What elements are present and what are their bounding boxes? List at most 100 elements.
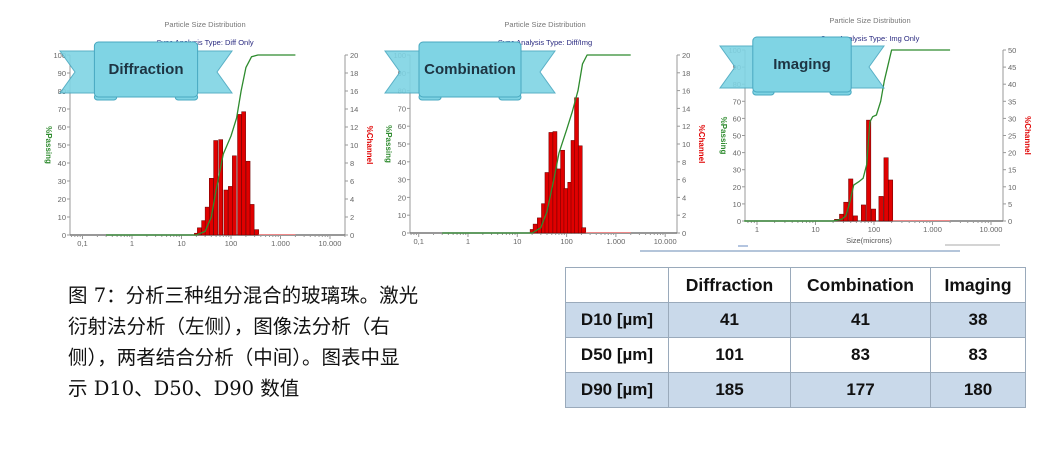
x-tick-label: 100 bbox=[868, 225, 881, 234]
right-tick-label: 50 bbox=[1008, 46, 1016, 55]
ribbon-center bbox=[752, 36, 852, 93]
x-tick-label: 1.000 bbox=[607, 237, 626, 246]
left-tick-label: 0 bbox=[402, 229, 406, 238]
table-cell: D90 [µm] bbox=[565, 372, 669, 408]
right-tick-label: 40 bbox=[1008, 80, 1016, 89]
x-tick-label: 10.000 bbox=[980, 225, 1003, 234]
table-cell: D10 [µm] bbox=[565, 302, 669, 338]
x-tick-label: 100 bbox=[225, 239, 238, 248]
chart-panel-diffraction: Particle Size Distribution Sync Analysis … bbox=[44, 20, 374, 248]
caption-line: 衍射法分析（左侧），图像法分析（右 bbox=[68, 315, 390, 338]
left-tick-label: 70 bbox=[733, 97, 741, 106]
x-tick-label: 10.000 bbox=[319, 239, 342, 248]
left-tick-label: 90 bbox=[58, 69, 66, 78]
right-tick-label: 0 bbox=[350, 231, 354, 240]
channel-bar bbox=[852, 215, 858, 222]
x-tick-label: 1 bbox=[466, 237, 470, 246]
right-axis-title: %Channel bbox=[697, 125, 706, 164]
passing-curve bbox=[106, 54, 296, 236]
channel-bar bbox=[878, 196, 884, 222]
chart-subtitle: Sync Analysis Type: Diff/Img bbox=[498, 38, 592, 47]
chart-subtitle: Sync Analysis Type: Diff Only bbox=[156, 38, 254, 47]
right-tick-label: 6 bbox=[682, 176, 686, 185]
chart-panel-combination: Particle Size Distribution Sync Analysis … bbox=[384, 20, 706, 246]
left-tick-label: 20 bbox=[398, 193, 406, 202]
x-tick-label: 1 bbox=[130, 239, 134, 248]
table-header: Diffraction bbox=[668, 267, 791, 303]
table-header-row: Diffraction Combination Imaging bbox=[565, 267, 1026, 303]
table-cell: 41 bbox=[668, 302, 791, 338]
banner-label: Combination bbox=[424, 61, 516, 78]
d-values-table: Diffraction Combination Imaging D10 [µm]… bbox=[565, 267, 1026, 408]
right-tick-label: 25 bbox=[1008, 132, 1016, 141]
x-tick-label: 1.000 bbox=[271, 239, 290, 248]
right-tick-label: 20 bbox=[682, 51, 690, 60]
right-axis-title: %Channel bbox=[1023, 116, 1032, 155]
caption-line: 示 D10、D50、D90 数值 bbox=[68, 377, 300, 400]
channel-bar bbox=[871, 208, 876, 222]
x-axis-label: Size(microns) bbox=[846, 236, 892, 245]
right-tick-label: 2 bbox=[682, 211, 686, 220]
table-cell: 177 bbox=[790, 372, 931, 408]
channel-bar bbox=[843, 201, 849, 222]
left-tick-label: 50 bbox=[398, 140, 406, 149]
left-tick-label: 10 bbox=[58, 213, 66, 222]
left-tick-label: 10 bbox=[398, 211, 406, 220]
x-tick-label: 100 bbox=[560, 237, 573, 246]
banner-label: Diffraction bbox=[109, 61, 184, 78]
right-tick-label: 5 bbox=[1008, 200, 1012, 209]
right-tick-label: 18 bbox=[682, 69, 690, 78]
table-cell: 83 bbox=[930, 337, 1026, 373]
right-tick-label: 12 bbox=[350, 123, 358, 132]
table-cell: D50 [µm] bbox=[565, 337, 669, 373]
x-tick-label: 10 bbox=[177, 239, 185, 248]
channel-bar bbox=[223, 189, 229, 236]
left-tick-label: 50 bbox=[733, 132, 741, 141]
right-tick-label: 10 bbox=[682, 140, 690, 149]
table-header: Combination bbox=[790, 267, 931, 303]
left-tick-label: 40 bbox=[58, 159, 66, 168]
left-tick-label: 20 bbox=[58, 195, 66, 204]
ribbon-banner: Combination bbox=[384, 41, 556, 101]
right-axis-title: %Channel bbox=[365, 126, 374, 165]
channel-bar bbox=[218, 139, 224, 236]
right-tick-label: 2 bbox=[350, 213, 354, 222]
right-tick-label: 14 bbox=[682, 104, 690, 113]
left-tick-label: 100 bbox=[53, 51, 66, 60]
x-tick-label: 1 bbox=[755, 225, 759, 234]
table-row: D90 [µm] 185 177 180 bbox=[565, 372, 1026, 408]
passing-curve bbox=[442, 54, 631, 234]
right-tick-label: 16 bbox=[682, 87, 690, 96]
x-tick-label: 10 bbox=[811, 225, 819, 234]
caption-line: 侧），两者结合分析（中间）。图表中显 bbox=[68, 346, 400, 369]
channel-bar bbox=[228, 186, 233, 236]
left-tick-label: 30 bbox=[733, 166, 741, 175]
channel-bar bbox=[563, 188, 569, 234]
right-tick-label: 8 bbox=[682, 158, 686, 167]
x-tick-label: 10 bbox=[513, 237, 521, 246]
channel-bar bbox=[574, 97, 579, 234]
right-tick-label: 35 bbox=[1008, 97, 1016, 106]
left-tick-label: 20 bbox=[733, 183, 741, 192]
x-tick-label: 0,1 bbox=[77, 239, 87, 248]
table-cell: 185 bbox=[668, 372, 791, 408]
table-cell: 83 bbox=[790, 337, 931, 373]
chart-title: Particle Size Distribution bbox=[164, 20, 245, 29]
ribbon-center bbox=[93, 41, 199, 98]
channel-bar bbox=[577, 145, 583, 234]
chart-panel-imaging: Particle Size Distribution Sync Analysis … bbox=[719, 16, 1032, 245]
right-tick-label: 20 bbox=[1008, 149, 1016, 158]
ribbon-banner: Imaging bbox=[719, 36, 885, 96]
right-tick-label: 15 bbox=[1008, 166, 1016, 175]
left-tick-label: 60 bbox=[398, 122, 406, 131]
right-tick-label: 4 bbox=[350, 195, 354, 204]
left-tick-label: 50 bbox=[58, 141, 66, 150]
x-tick-label: 1.000 bbox=[923, 225, 942, 234]
left-tick-label: 70 bbox=[58, 105, 66, 114]
left-axis-title: %Passing bbox=[384, 125, 393, 163]
channel-bar bbox=[213, 140, 218, 236]
right-tick-label: 6 bbox=[350, 177, 354, 186]
right-tick-label: 4 bbox=[682, 193, 686, 202]
right-tick-label: 10 bbox=[1008, 183, 1016, 192]
right-tick-label: 0 bbox=[682, 229, 686, 238]
